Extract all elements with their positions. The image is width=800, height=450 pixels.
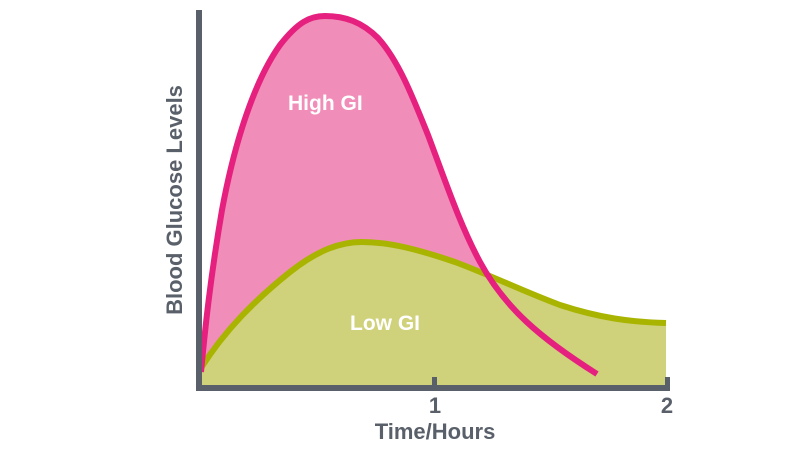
y-axis xyxy=(196,10,202,391)
y-axis-label: Blood Glucose Levels xyxy=(162,85,187,315)
low-gi-area xyxy=(201,242,666,386)
high-gi-line xyxy=(198,12,599,377)
x-tick-label-2: 2 xyxy=(660,393,674,418)
x-tick-label-1: 1 xyxy=(428,393,442,418)
x-tick-2 xyxy=(665,377,670,387)
low-gi-label: Low GI xyxy=(350,312,420,335)
x-axis xyxy=(196,385,670,391)
x-axis-label: Time/Hours xyxy=(374,419,496,444)
high-gi-label: High GI xyxy=(288,92,363,115)
low-gi-line xyxy=(198,238,667,370)
x-tick-1 xyxy=(432,377,437,387)
